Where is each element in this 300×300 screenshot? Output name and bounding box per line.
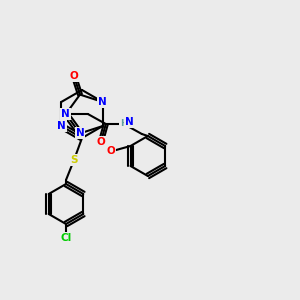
- Text: N: N: [76, 128, 84, 138]
- Text: O: O: [106, 146, 115, 156]
- Text: N: N: [125, 117, 134, 127]
- Text: N: N: [57, 121, 66, 131]
- Text: N: N: [61, 109, 70, 119]
- Text: H: H: [120, 119, 128, 128]
- Text: S: S: [70, 155, 78, 165]
- Text: Cl: Cl: [60, 233, 72, 243]
- Text: O: O: [69, 70, 78, 81]
- Text: N: N: [98, 97, 107, 107]
- Text: O: O: [97, 137, 105, 147]
